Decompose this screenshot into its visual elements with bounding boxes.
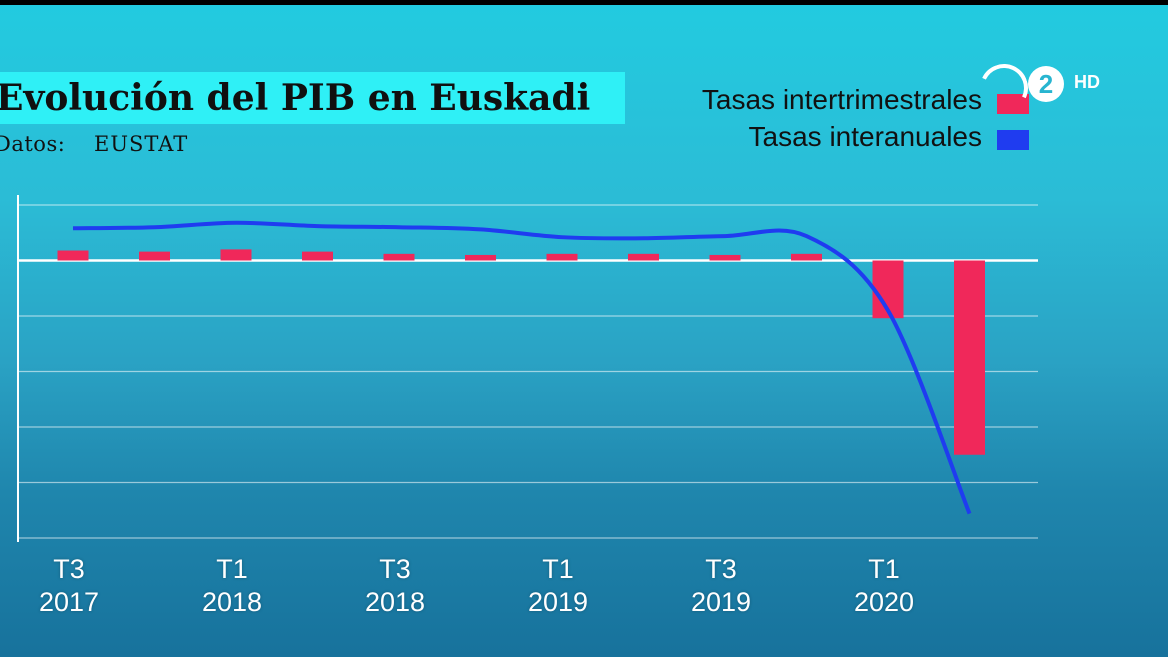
bar: [302, 251, 333, 261]
bar: [954, 260, 985, 455]
x-tick-year: 2020: [853, 587, 915, 617]
x-tick-quarter: T3: [379, 554, 411, 584]
source-label: Datos:: [0, 132, 66, 156]
channel-number: 2: [1028, 66, 1064, 102]
x-tick-year: 2017: [38, 587, 100, 617]
bar: [139, 251, 170, 261]
bar: [57, 250, 89, 261]
x-tick-quarter: T3: [53, 554, 85, 584]
source-value: EUSTAT: [94, 132, 189, 156]
x-tick-quarter: T1: [542, 554, 574, 584]
x-tick-year: 2018: [201, 587, 263, 617]
x-tick-label: T1 2020: [824, 553, 944, 619]
x-tick-year: 2019: [527, 587, 589, 617]
x-tick-label: T1 2019: [498, 553, 618, 619]
x-tick-label: T3 2017: [9, 553, 129, 619]
top-border: [0, 0, 1168, 5]
line-series: [72, 220, 972, 515]
legend-label-bars: Tasas intertrimestrales: [701, 84, 982, 115]
bar: [628, 253, 659, 261]
x-tick-quarter: T1: [216, 554, 248, 584]
x-tick-year: 2019: [690, 587, 752, 617]
legend-label-line: Tasas interanuales: [748, 121, 982, 152]
bar: [709, 254, 741, 261]
chart-title: Evolución del PIB en Euskadi: [0, 77, 591, 119]
x-tick-label: T3 2018: [335, 553, 455, 619]
bar-series: [57, 249, 985, 455]
bar: [465, 254, 496, 261]
bar: [383, 253, 415, 261]
x-tick-year: 2018: [364, 587, 426, 617]
legend-swatch-line: [997, 130, 1029, 150]
bar: [546, 253, 578, 261]
x-tick-label: T1 2018: [172, 553, 292, 619]
hd-badge: HD: [1074, 72, 1100, 92]
legend-swatch-bars: [997, 94, 1029, 114]
x-tick-quarter: T3: [705, 554, 737, 584]
bar: [220, 249, 252, 261]
x-tick-quarter: T1: [868, 554, 900, 584]
x-tick-label: T3 2019: [661, 553, 781, 619]
channel-logo: 2 HD: [972, 57, 1112, 119]
title-band: [0, 72, 625, 124]
grid-lines: [17, 195, 1038, 542]
bar: [791, 253, 822, 261]
